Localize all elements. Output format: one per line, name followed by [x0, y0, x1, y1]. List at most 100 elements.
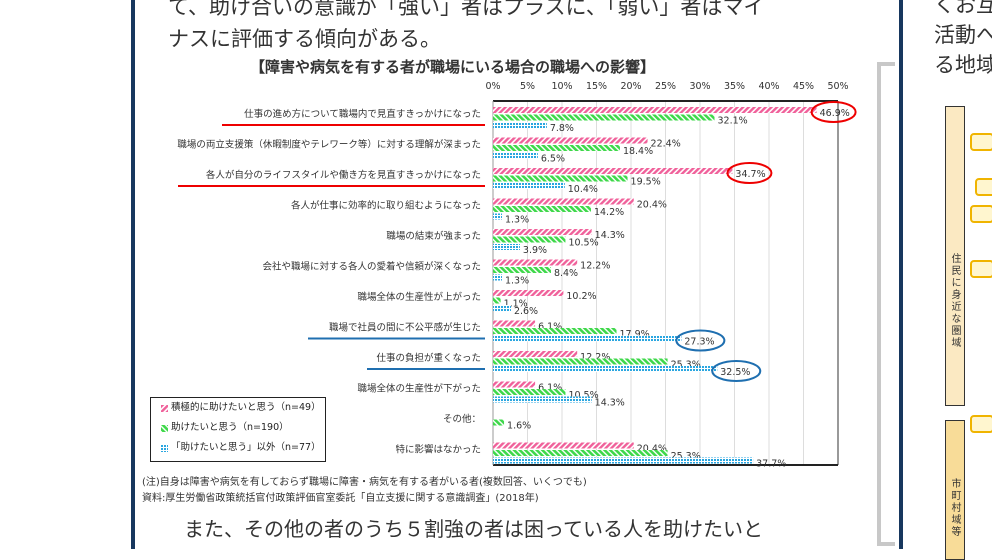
data-label: 6.1%: [538, 383, 562, 394]
diagram-tag: [970, 205, 992, 223]
data-label: 1.3%: [505, 215, 529, 226]
category-label: 会社や職場に対する各人の愛着や信頼が深くなった: [262, 261, 481, 273]
bar: [493, 267, 551, 273]
bar: [493, 328, 617, 334]
x-tick-label: 15%: [586, 81, 607, 92]
category-label: 職場で社員の間に不公平感が生じた: [329, 322, 481, 334]
data-label: 34.7%: [735, 169, 765, 180]
data-label: 1.1%: [504, 299, 528, 310]
bar: [493, 244, 520, 250]
data-label: 22.4%: [651, 139, 681, 150]
region-label-nearby: 住民に身近な圏域: [945, 106, 965, 406]
bar: [493, 389, 566, 395]
category-label: 職場の結束が強まった: [386, 230, 481, 242]
bar: [493, 114, 715, 121]
data-label: 37.7%: [756, 459, 786, 470]
bar: [493, 206, 591, 212]
paragraph-line: て、助け合いの意識が「強い」者はプラスに、「弱い」者はマイ: [168, 0, 765, 19]
category-label: 職場全体の生産性が下がった: [357, 383, 481, 395]
bar: [493, 290, 564, 296]
page-frame-right: [899, 0, 903, 549]
data-label: 14.3%: [595, 230, 625, 241]
data-label: 7.8%: [550, 123, 574, 134]
category-label: 特に影響はなかった: [395, 444, 481, 456]
data-label: 8.4%: [554, 268, 578, 279]
legend-swatch: [161, 404, 168, 412]
category-label: 仕事の負担が重くなった: [376, 352, 481, 364]
data-label: 14.2%: [594, 207, 624, 218]
bar: [493, 335, 682, 342]
bar: [493, 274, 502, 281]
bar: [493, 152, 538, 159]
category-label: 各人が自分のライフスタイルや働き方を見直すきっかけになった: [206, 169, 481, 181]
category-label: その他：: [443, 413, 481, 425]
data-label: 2.6%: [514, 306, 538, 317]
x-tick-label: 25%: [655, 81, 676, 92]
category-label: 職場全体の生産性が上がった: [357, 291, 481, 303]
diagram-tag: [970, 133, 992, 151]
x-tick-label: 50%: [827, 81, 848, 92]
x-tick-label: 0%: [485, 81, 500, 92]
chart-source: 資料:厚生労働省政策統括官付政策評価官室委託「自立支援に関する意識調査」(201…: [142, 493, 539, 504]
bar: [493, 259, 578, 266]
bar: [493, 396, 592, 403]
chart-note: (注)自身は障害や病気を有しておらず職場に障害・病気を有する者がいる者(複数回答…: [142, 477, 587, 488]
data-label: 25.3%: [671, 451, 701, 462]
data-label: 6.1%: [538, 322, 562, 333]
x-tick-label: 35%: [724, 81, 745, 92]
data-label: 12.2%: [580, 352, 610, 363]
blue-circle-highlight: [675, 329, 726, 352]
bar: [493, 351, 578, 357]
bar: [493, 229, 592, 235]
bar: [493, 381, 536, 388]
data-label: 32.1%: [717, 116, 747, 127]
legend-swatch: [161, 424, 168, 432]
data-label: 10.5%: [568, 390, 598, 401]
chart-title: 【障害や病気を有する者が職場にいる場合の職場への影響】: [250, 58, 656, 76]
x-tick-label: 30%: [689, 81, 710, 92]
data-label: 19.5%: [631, 177, 661, 188]
data-label: 10.4%: [568, 184, 598, 195]
x-tick-label: 10%: [551, 81, 572, 92]
red-circle-highlight: [810, 101, 857, 123]
region-label-municipal: 市町村域等: [945, 420, 965, 560]
bar: [493, 107, 817, 113]
bar: [493, 175, 628, 182]
bar: [493, 366, 718, 372]
data-label: 20.4%: [637, 200, 667, 211]
bar: [493, 457, 754, 464]
x-tick-label: 5%: [520, 81, 535, 92]
bar: [493, 297, 501, 304]
bar: [493, 168, 733, 174]
diagram-tag: [970, 415, 992, 433]
data-label: 1.3%: [505, 276, 529, 287]
bar: [493, 305, 511, 311]
diagram-tag: [975, 178, 992, 196]
bar: [493, 137, 648, 144]
data-label: 14.3%: [595, 398, 625, 409]
page-frame-left: [131, 0, 135, 549]
right-column-text: くお互: [934, 0, 992, 17]
bar: [493, 122, 547, 128]
legend-item: 積極的に助けたいと思う（n=49）: [151, 398, 325, 418]
bar: [493, 450, 668, 456]
category-label: 各人が仕事に効率的に取り組むようになった: [291, 200, 481, 212]
paragraph-line: また、その他の者のうち５割強の者は困っている人を助けたいと: [184, 517, 763, 541]
data-label: 10.2%: [566, 291, 596, 302]
bar: [493, 358, 668, 365]
bar: [493, 213, 502, 220]
bar: [493, 236, 566, 243]
data-label: 46.9%: [820, 108, 850, 119]
legend-swatch: [161, 444, 168, 452]
red-circle-highlight: [726, 162, 773, 184]
blue-circle-highlight: [711, 360, 762, 382]
x-tick-label: 40%: [758, 81, 779, 92]
data-label: 32.5%: [720, 367, 750, 378]
chart-legend: 積極的に助けたいと思う（n=49） 助けたいと思う（n=190） 「助けたいと思…: [150, 397, 326, 462]
category-label: 仕事の進め方について職場内で見直すきっかけになった: [244, 108, 481, 120]
data-label: 27.3%: [684, 337, 714, 348]
bar: [493, 198, 634, 205]
data-label: 18.4%: [623, 146, 653, 157]
right-column-text: 活動へ: [934, 23, 992, 47]
